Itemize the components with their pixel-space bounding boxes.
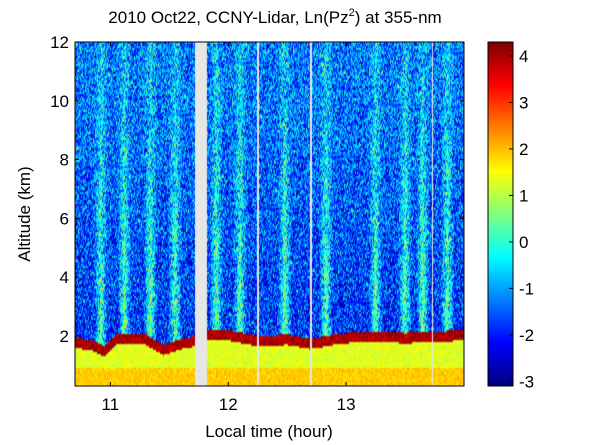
altitude-time-heatmap bbox=[75, 42, 464, 386]
colorbar-tick-label: -1 bbox=[519, 279, 534, 298]
x-tick-label: 12 bbox=[219, 395, 238, 414]
colorbar-frame bbox=[487, 41, 514, 387]
x-tick-label: 13 bbox=[337, 395, 356, 414]
y-tick-label: 10 bbox=[50, 92, 69, 111]
colorbar-tick-label: 1 bbox=[519, 186, 528, 205]
plot-area bbox=[74, 41, 465, 387]
colorbar: -3 -2 -1 0 1 2 3 4 bbox=[487, 41, 534, 391]
colorbar-tick-label: -3 bbox=[519, 372, 534, 391]
colorbar-tick-label: -2 bbox=[519, 326, 534, 345]
y-tick-label: 12 bbox=[50, 33, 69, 52]
plot-frame bbox=[74, 41, 465, 387]
colorbar-tick-label: 0 bbox=[519, 233, 528, 252]
colorbar-tick-label: 4 bbox=[519, 47, 528, 66]
y-tick-label: 2 bbox=[60, 327, 69, 346]
x-tick-label: 11 bbox=[102, 395, 120, 414]
y-axis: 2 4 6 8 10 12 bbox=[50, 33, 464, 346]
colorbar-ticks: -3 -2 -1 0 1 2 3 4 bbox=[509, 47, 534, 391]
chart-title: 2010 Oct22, CCNY-Lidar, Ln(Pz2) at 355-n… bbox=[108, 7, 441, 27]
colorbar-tick-label: 3 bbox=[519, 93, 528, 112]
y-axis-label: Altitude (km) bbox=[15, 166, 34, 261]
y-tick-label: 6 bbox=[60, 209, 69, 228]
colorbar-gradient bbox=[488, 42, 513, 386]
x-axis-label: Local time (hour) bbox=[205, 422, 333, 441]
x-axis: 11 12 13 bbox=[102, 42, 356, 414]
colorbar-tick-label: 2 bbox=[519, 140, 528, 159]
y-tick-label: 8 bbox=[60, 151, 69, 170]
y-tick-label: 4 bbox=[60, 268, 69, 287]
